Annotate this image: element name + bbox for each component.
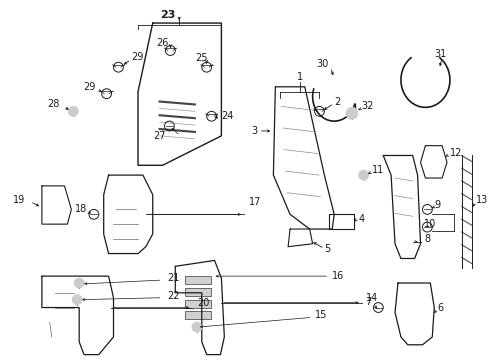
Text: 16: 16 bbox=[331, 271, 344, 281]
Circle shape bbox=[346, 107, 357, 119]
Text: 11: 11 bbox=[371, 165, 383, 175]
Text: 29: 29 bbox=[131, 53, 143, 62]
Text: 15: 15 bbox=[314, 310, 326, 320]
Text: 31: 31 bbox=[433, 49, 446, 59]
Text: 22: 22 bbox=[167, 291, 180, 301]
Text: 28: 28 bbox=[47, 99, 60, 109]
Bar bbox=[185, 276, 210, 284]
Text: 5: 5 bbox=[324, 244, 330, 254]
Text: 25: 25 bbox=[195, 53, 207, 63]
Text: 6: 6 bbox=[436, 302, 443, 312]
Text: 19: 19 bbox=[13, 195, 25, 204]
Text: 21: 21 bbox=[167, 273, 180, 283]
Text: 1: 1 bbox=[296, 72, 302, 82]
Text: 27: 27 bbox=[153, 131, 165, 141]
Bar bbox=[185, 300, 210, 307]
Text: 13: 13 bbox=[475, 195, 488, 204]
Text: 23: 23 bbox=[160, 10, 175, 20]
Text: 14: 14 bbox=[365, 293, 377, 303]
Text: 10: 10 bbox=[424, 219, 436, 229]
Text: 24: 24 bbox=[221, 111, 233, 121]
Circle shape bbox=[72, 295, 82, 305]
Text: 8: 8 bbox=[424, 234, 430, 244]
Bar bbox=[185, 288, 210, 296]
Text: 7: 7 bbox=[365, 297, 371, 307]
Circle shape bbox=[192, 322, 202, 332]
Text: 18: 18 bbox=[75, 204, 87, 215]
Circle shape bbox=[68, 107, 78, 116]
Circle shape bbox=[74, 278, 84, 288]
Text: 32: 32 bbox=[361, 102, 373, 112]
Text: 29: 29 bbox=[82, 82, 95, 92]
Text: 2: 2 bbox=[333, 96, 340, 107]
Text: 12: 12 bbox=[449, 148, 461, 158]
Circle shape bbox=[358, 170, 368, 180]
Text: 9: 9 bbox=[433, 199, 440, 210]
Text: 4: 4 bbox=[358, 214, 364, 224]
Text: 30: 30 bbox=[316, 59, 328, 69]
Text: 26: 26 bbox=[156, 38, 168, 48]
Bar bbox=[185, 311, 210, 319]
Text: 3: 3 bbox=[251, 126, 257, 136]
Text: 17: 17 bbox=[248, 197, 261, 207]
Text: 20: 20 bbox=[197, 298, 209, 307]
